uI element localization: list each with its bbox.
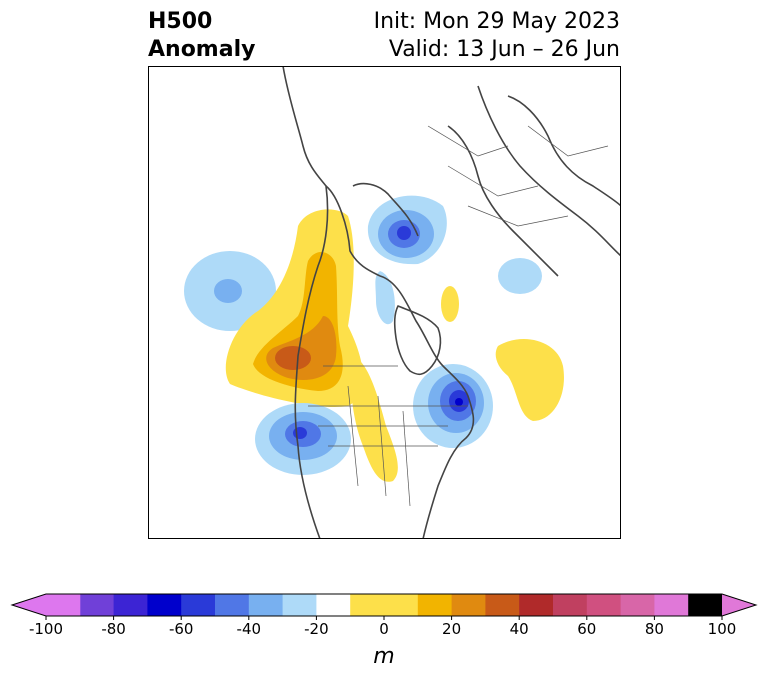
- init-date: Init: Mon 29 May 2023: [373, 9, 620, 34]
- colorbar-bin: [519, 594, 554, 616]
- colorbar-tick-label: -80: [101, 620, 126, 638]
- colorbar-unit-label: m: [373, 644, 395, 669]
- colorbar-bin: [79, 594, 115, 616]
- colorbar-bin: [586, 594, 622, 616]
- colorbar-tick-label: 20: [442, 620, 461, 638]
- colorbar-bin: [181, 594, 216, 616]
- colorbar-bin: [553, 594, 588, 616]
- anomaly-western-us-low: [255, 403, 351, 475]
- colorbar-tick-label: 80: [645, 620, 664, 638]
- anomaly-great-lakes-high: [351, 356, 398, 482]
- colorbar-extend-min: [12, 594, 46, 616]
- anomaly-siberian-low: [498, 258, 542, 294]
- colorbar-tick-label: 60: [577, 620, 596, 638]
- colorbar-bin: [113, 594, 148, 616]
- anomaly-kara-low: [367, 195, 447, 325]
- colorbar-bin: [654, 594, 689, 616]
- map-title: H500 Anomaly: [148, 8, 255, 64]
- colorbar-tick-label: -20: [304, 620, 329, 638]
- map-dates: Init: Mon 29 May 2023 Valid: 13 Jun – 26…: [374, 8, 620, 64]
- colorbar-bin: [417, 594, 453, 616]
- colorbar-bin: [350, 594, 419, 616]
- anomaly-atlantic-high: [495, 338, 564, 421]
- colorbar-bin: [147, 594, 182, 616]
- colorbar-tick-label: 0: [379, 620, 389, 638]
- anomaly-aleutian-low: [184, 251, 276, 331]
- colorbar-tick-label: -40: [237, 620, 262, 638]
- anomaly-arctic-high: [441, 286, 459, 322]
- colorbar: -100 -80 -60 -40 -20 0 20 40 60 80 100: [10, 593, 758, 638]
- colorbar-bin: [620, 594, 655, 616]
- coastlines: [282, 66, 621, 539]
- colorbar-bin: [451, 594, 486, 616]
- colorbar-tick-label: 100: [708, 620, 737, 638]
- anomaly-alaska-ridge: [225, 209, 363, 407]
- colorbar-bin: [485, 594, 520, 616]
- colorbar-bin: [215, 594, 250, 616]
- colorbar-bin: [46, 594, 81, 616]
- colorbar-bin: [248, 594, 284, 616]
- title-field: Anomaly: [148, 37, 256, 62]
- colorbar-tick-label: -100: [29, 620, 63, 638]
- valid-period: Valid: 13 Jun – 26 Jun: [388, 37, 620, 62]
- colorbar-bin: [688, 594, 723, 616]
- colorbar-bin: [316, 594, 351, 616]
- colorbar-extend-max: [722, 594, 756, 616]
- anomaly-map: [148, 66, 621, 539]
- title-variable: H500: [148, 9, 213, 34]
- colorbar-bin: [282, 594, 317, 616]
- political-borders: [308, 125, 609, 507]
- colorbar-tick-label: -60: [169, 620, 194, 638]
- map-frame: [148, 66, 621, 539]
- colorbar-tick-label: 40: [510, 620, 529, 638]
